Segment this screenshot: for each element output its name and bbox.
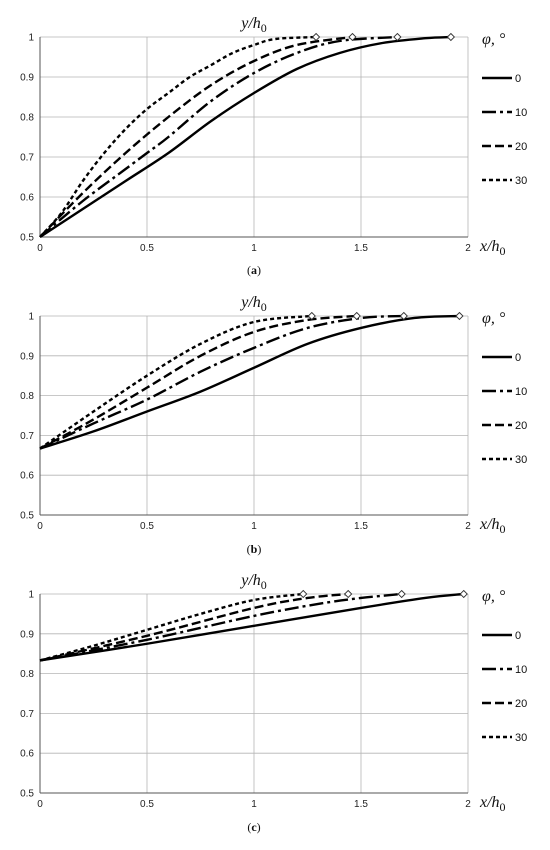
legend-label-20: 20 xyxy=(515,141,527,153)
y-tick-label: 0.6 xyxy=(20,749,34,760)
x-axis-title: x/h0 xyxy=(479,794,506,814)
x-axis-title: x/h0 xyxy=(479,516,506,536)
series-line-0 xyxy=(39,592,464,662)
series-line-30 xyxy=(39,592,304,662)
y-tick-label: 1 xyxy=(28,33,34,44)
x-tick-label: 2 xyxy=(465,243,471,254)
legend-label-0: 0 xyxy=(515,352,521,364)
series-line-30 xyxy=(39,35,317,238)
series-end-marker-30 xyxy=(311,32,321,42)
y-tick-label: 0.9 xyxy=(20,629,34,640)
y-tick-label: 0.8 xyxy=(20,391,34,402)
series-line-20 xyxy=(39,314,357,450)
y-tick-label: 0.6 xyxy=(20,193,34,204)
legend-label-10: 10 xyxy=(515,664,527,676)
y-tick-label: 0.7 xyxy=(20,431,34,442)
y-tick-label: 0.6 xyxy=(20,471,34,482)
x-tick-label: 1 xyxy=(251,243,257,254)
chart-panel-b: 0 0.5 1 1.5 20.50.60.70.80.91y/h0x/h0φ, °010… xyxy=(20,294,527,556)
x-tick-label: 0 xyxy=(37,799,43,810)
x-tick-label: 1.5 xyxy=(354,243,368,254)
y-tick-label: 0.5 xyxy=(20,233,34,244)
legend-label-30: 30 xyxy=(515,454,527,466)
panel-caption: (c) xyxy=(247,820,260,834)
legend-label-10: 10 xyxy=(515,107,527,119)
y-tick-label: 0.5 xyxy=(20,789,34,800)
legend-label-30: 30 xyxy=(515,732,527,744)
legend-label-20: 20 xyxy=(515,420,527,432)
x-tick-label: 1 xyxy=(251,799,257,810)
legend-title: φ, ° xyxy=(482,588,506,605)
series-end-marker-10 xyxy=(399,311,408,321)
x-tick-label: 1 xyxy=(251,521,257,532)
y-tick-label: 1 xyxy=(28,590,34,601)
x-tick-label: 0.5 xyxy=(140,521,154,532)
y-tick-label: 0.8 xyxy=(20,669,34,680)
legend-label-20: 20 xyxy=(515,698,527,710)
series-end-marker-20 xyxy=(352,311,361,321)
x-tick-label: 0.5 xyxy=(140,243,154,254)
y-tick-label: 0.7 xyxy=(20,153,34,164)
panel-caption: (b) xyxy=(247,542,262,556)
series-end-marker-20 xyxy=(344,589,353,599)
series-end-marker-0 xyxy=(459,589,468,599)
series-end-marker-20 xyxy=(348,32,357,42)
series-line-0 xyxy=(39,35,451,239)
y-tick-label: 0.8 xyxy=(20,113,34,124)
legend-title: φ, ° xyxy=(482,31,506,48)
series-end-marker-30 xyxy=(299,589,308,599)
legend-label-30: 30 xyxy=(515,175,527,187)
series-end-marker-0 xyxy=(455,311,464,321)
series-end-marker-10 xyxy=(393,32,402,42)
chart-panel-a: 0 0.5 1 1.5 20.50.60.70.80.91y/h0x/h0φ, °010… xyxy=(20,15,527,277)
series-line-10 xyxy=(39,592,402,662)
legend-label-0: 0 xyxy=(515,73,521,85)
panel-caption: (a) xyxy=(247,263,261,277)
legend-title: φ, ° xyxy=(482,310,506,327)
legend-label-0: 0 xyxy=(515,630,521,642)
series-line-0 xyxy=(39,314,460,450)
y-tick-label: 0.9 xyxy=(20,351,34,362)
series-line-20 xyxy=(39,592,349,662)
x-tick-label: 2 xyxy=(465,799,471,810)
series-end-marker-0 xyxy=(446,32,456,42)
x-axis-title: x/h0 xyxy=(479,238,506,258)
x-tick-label: 0 xyxy=(37,243,43,254)
series-line-10 xyxy=(39,35,398,238)
chart-panel-c: 0 0.5 1 1.5 20.50.60.70.80.91y/h0x/h0φ, °010… xyxy=(20,572,527,834)
series-end-marker-30 xyxy=(307,311,316,321)
x-tick-label: 0.5 xyxy=(140,799,154,810)
y-axis-title: y/h0 xyxy=(239,294,267,314)
x-tick-label: 0 xyxy=(37,521,43,532)
y-tick-label: 0.9 xyxy=(20,73,34,84)
series-end-marker-10 xyxy=(397,589,406,599)
y-tick-label: 1 xyxy=(28,312,34,323)
x-tick-label: 1.5 xyxy=(354,521,368,532)
y-tick-label: 0.7 xyxy=(20,709,34,720)
y-axis-title: y/h0 xyxy=(239,572,267,592)
legend-label-10: 10 xyxy=(515,386,527,398)
y-tick-label: 0.5 xyxy=(20,511,34,522)
x-tick-label: 1.5 xyxy=(354,799,368,810)
x-tick-label: 2 xyxy=(465,521,471,532)
y-axis-title: y/h0 xyxy=(239,15,267,35)
series-line-20 xyxy=(39,35,353,238)
series-line-30 xyxy=(39,314,312,450)
